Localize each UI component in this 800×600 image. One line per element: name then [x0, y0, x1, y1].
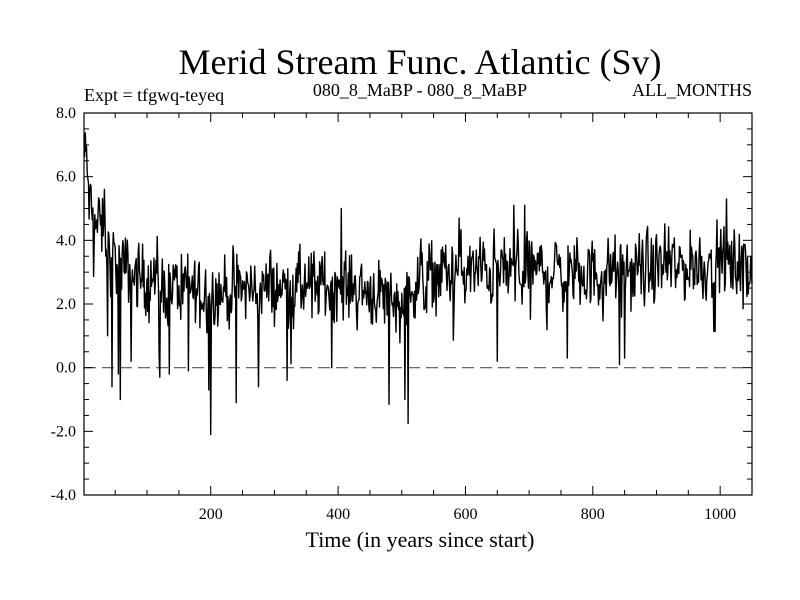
experiment-label: Expt = tfgwq-teyeq: [84, 85, 224, 105]
y-tick-label: 4.0: [56, 232, 76, 249]
y-tick-label: 2.0: [56, 296, 76, 313]
plot-frame: [83, 112, 753, 496]
plot-area: 200 400 600 800 1000 -4.0 -2.0 0.0 2.0 4.0 6.0 8.0: [51, 105, 753, 523]
y-tick-label: -2.0: [51, 423, 76, 440]
y-tick-label: -4.0: [51, 487, 76, 504]
period-label: 080_8_MaBP - 080_8_MaBP: [313, 80, 527, 100]
months-label: ALL_MONTHS: [632, 80, 752, 100]
series-line: [83, 132, 753, 436]
x-tick-label: 1000: [704, 506, 736, 523]
x-axis-label: Time (in years since start): [306, 527, 535, 552]
x-tick-label: 400: [326, 506, 350, 523]
x-tick-label: 800: [581, 506, 605, 523]
x-tick-label: 600: [453, 506, 477, 523]
chart-title: Merid Stream Func. Atlantic (Sv): [179, 42, 662, 82]
y-tick-label: 0.0: [56, 360, 76, 377]
y-tick-label: 8.0: [56, 105, 76, 122]
x-tick-label: 200: [199, 506, 223, 523]
y-tick-label: 6.0: [56, 169, 76, 186]
